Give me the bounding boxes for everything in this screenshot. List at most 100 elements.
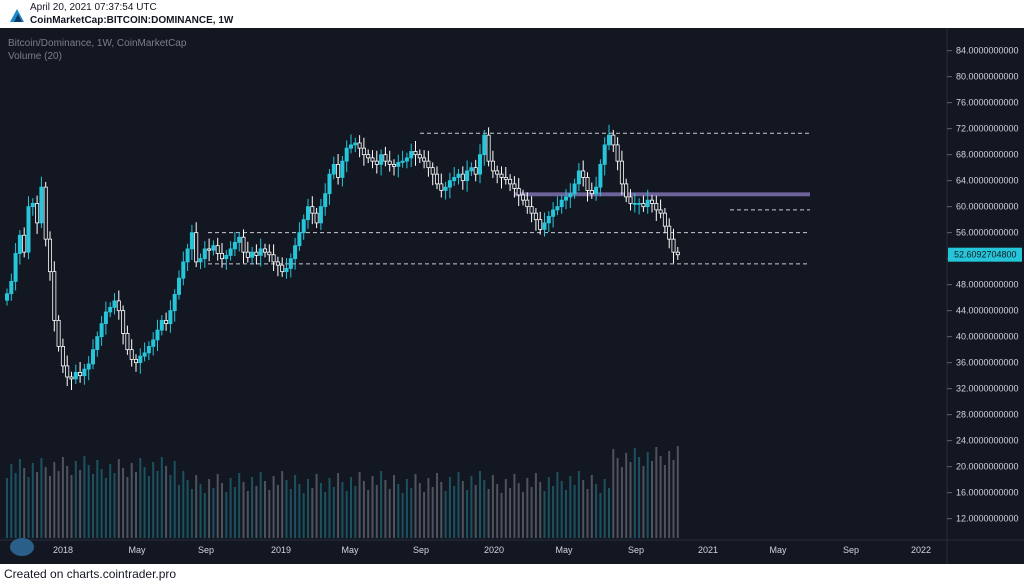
candle-body (624, 183, 629, 198)
volume-bar (49, 476, 51, 538)
volume-bar (100, 469, 103, 538)
chart-legend-title: Bitcoin/Dominance, 1W, CoinMarketCap (8, 38, 187, 49)
volume-bar (178, 485, 180, 538)
volume-bar (341, 482, 344, 538)
volume-bar (18, 459, 21, 538)
volume-bar (255, 486, 258, 538)
volume-bar (246, 491, 249, 538)
candle-body (542, 222, 547, 230)
volume-bar (332, 487, 335, 538)
candle-body (370, 157, 375, 162)
y-tick-label: 48.0000000000 (956, 280, 1019, 290)
candle-body (129, 349, 134, 360)
volume-bar (238, 473, 241, 538)
volume-bar (289, 489, 292, 538)
candle-body (284, 267, 289, 273)
volume-bar (380, 471, 383, 538)
volume-bar (139, 458, 142, 538)
volume-bar (147, 476, 150, 538)
candle-body (594, 186, 599, 195)
candle-body (82, 368, 87, 377)
x-tick-label: 2018 (53, 545, 73, 555)
volume-bar (130, 463, 133, 538)
volume-bar (294, 475, 297, 538)
volume-bar (668, 451, 671, 538)
volume-bar (276, 485, 279, 538)
y-tick-label: 56.0000000000 (956, 228, 1019, 238)
candle-body (439, 183, 444, 191)
candle-body (585, 176, 590, 191)
candle-body (189, 232, 194, 250)
candle-body (172, 293, 177, 312)
volume-bar (565, 490, 567, 538)
y-tick-label: 36.0000000000 (956, 358, 1019, 368)
volume-bar (208, 479, 211, 538)
volume-bar (401, 493, 404, 538)
y-tick-label: 68.0000000000 (956, 150, 1019, 160)
volume-bar (663, 465, 666, 538)
candle-body (254, 251, 259, 256)
volume-bar (74, 461, 77, 538)
chart-legend-volume: Volume (20) (8, 51, 62, 62)
candle-body (422, 157, 427, 162)
volume-bar (453, 486, 456, 538)
volume-bar (358, 472, 361, 538)
volume-bar (418, 483, 421, 538)
candle-body (13, 253, 18, 282)
candle-body (185, 248, 190, 263)
candle-body (443, 186, 448, 191)
volume-bar (143, 467, 146, 538)
volume-bar (216, 474, 219, 538)
x-tick-label: May (341, 545, 359, 555)
y-tick-label: 32.0000000000 (956, 384, 1019, 394)
candle-body (348, 144, 353, 149)
candle-body (482, 134, 487, 156)
volume-bar (57, 471, 60, 538)
volume-bar (212, 488, 215, 538)
candle-body (314, 212, 319, 224)
candle-body (374, 160, 379, 165)
candle-body (589, 189, 594, 195)
volume-bar (487, 489, 490, 538)
candle-body (103, 311, 108, 325)
volume-bar (448, 477, 451, 538)
candle-body (499, 173, 504, 178)
header-bar: April 20, 2021 07:37:54 UTC CoinMarketCa… (0, 0, 1024, 28)
candle-body (430, 167, 435, 175)
y-tick-label: 84.0000000000 (956, 46, 1019, 56)
volume-bar (530, 487, 533, 538)
candle-body (611, 134, 616, 146)
candle-body (662, 212, 667, 227)
volume-bar (646, 452, 649, 538)
candle-body (108, 306, 113, 313)
volume-bar (470, 476, 473, 538)
candle-body (69, 376, 74, 380)
candle-body (99, 323, 104, 338)
volume-bar (410, 488, 413, 538)
candle-body (452, 176, 457, 182)
y-tick-label: 76.0000000000 (956, 98, 1019, 108)
volume-bar (70, 475, 73, 538)
candle-body (417, 154, 422, 159)
candle-body (667, 225, 672, 240)
candle-body (650, 199, 655, 204)
candle-body (138, 355, 143, 364)
volume-bar (569, 476, 572, 538)
candle-body (551, 209, 556, 217)
volume-bar (590, 475, 593, 538)
candle-body (379, 154, 384, 165)
volume-bar (423, 492, 426, 538)
price-chart[interactable]: 84.0000000000 80.0000000000 76.0000000000 7… (0, 28, 1024, 564)
volume-bar (457, 472, 460, 538)
candle-body (357, 142, 362, 149)
volume-bar (466, 490, 469, 538)
volume-bar (483, 480, 486, 538)
timestamp: April 20, 2021 07:37:54 UTC (30, 2, 157, 13)
candle-body (310, 206, 315, 214)
candle-body (52, 271, 57, 321)
candle-body (73, 371, 78, 380)
candle-body (224, 254, 229, 260)
chart-area[interactable]: 84.0000000000 80.0000000000 76.0000000000 7… (0, 28, 1024, 564)
volume-bar (393, 475, 395, 538)
candle-body (219, 253, 224, 260)
